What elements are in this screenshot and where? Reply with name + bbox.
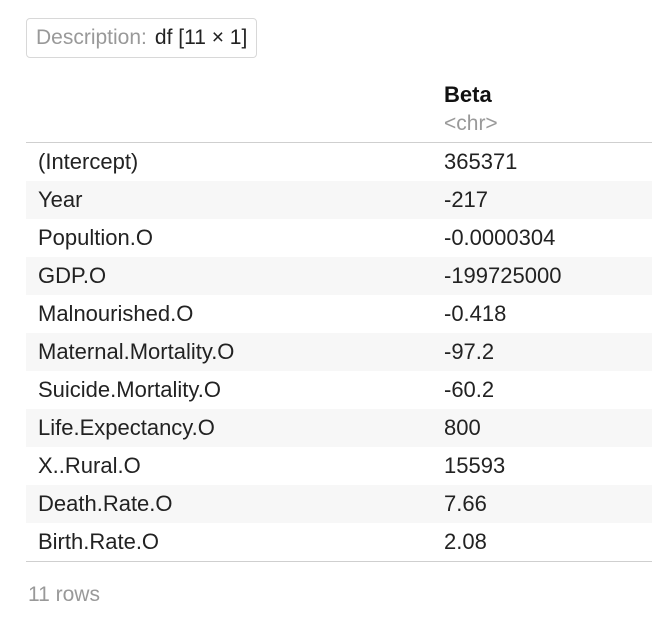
row-name: Maternal.Mortality.O [38, 339, 235, 364]
row-value: -217 [444, 187, 489, 212]
row-count: 11 rows [28, 583, 100, 606]
row-value: 800 [444, 415, 481, 440]
description-label: Description: [36, 26, 147, 49]
row-name: GDP.O [38, 263, 107, 288]
description-value: df [11 × 1] [154, 26, 248, 49]
row-value: 2.08 [444, 529, 487, 554]
row-name: Life.Expectancy.O [38, 415, 215, 440]
row-name: Year [38, 187, 83, 212]
row-value: -0.418 [444, 301, 507, 326]
row-value: -97.2 [444, 339, 495, 364]
table-row: GDP.O -199725000 [26, 257, 652, 295]
table-row: Malnourished.O -0.418 [26, 295, 652, 333]
row-name: Popultion.O [38, 225, 153, 250]
column-header-beta[interactable]: Beta [444, 82, 492, 107]
description-box: Description: df [11 × 1] [26, 18, 258, 58]
row-name: Birth.Rate.O [38, 529, 160, 554]
table-body: (Intercept) 365371 Year -217 Popultion.O… [26, 143, 652, 561]
table-row: X..Rural.O 15593 [26, 447, 652, 485]
row-name: Malnourished.O [38, 301, 194, 326]
table-row: Maternal.Mortality.O -97.2 [26, 333, 652, 371]
row-value: 365371 [444, 149, 518, 174]
table-row: Popultion.O -0.0000304 [26, 219, 652, 257]
row-value: -199725000 [444, 263, 562, 288]
table-row: Year -217 [26, 181, 652, 219]
row-name: X..Rural.O [38, 453, 141, 478]
row-value: -0.0000304 [444, 225, 556, 250]
data-table: Beta <chr> (Intercept) 365371 Year -217 … [26, 80, 652, 562]
column-type-label: <chr> [444, 112, 498, 135]
row-name: (Intercept) [38, 149, 139, 174]
table-row: Life.Expectancy.O 800 [26, 409, 652, 447]
table-header: Beta <chr> [26, 80, 652, 143]
table-row: (Intercept) 365371 [26, 143, 652, 181]
table-row: Death.Rate.O 7.66 [26, 485, 652, 523]
row-value: 15593 [444, 453, 506, 478]
row-name: Suicide.Mortality.O [38, 377, 221, 402]
row-value: -60.2 [444, 377, 495, 402]
table-row: Birth.Rate.O 2.08 [26, 523, 652, 561]
table-row: Suicide.Mortality.O -60.2 [26, 371, 652, 409]
row-value: 7.66 [444, 491, 487, 516]
row-name: Death.Rate.O [38, 491, 173, 516]
table-bottom-border [26, 561, 652, 562]
